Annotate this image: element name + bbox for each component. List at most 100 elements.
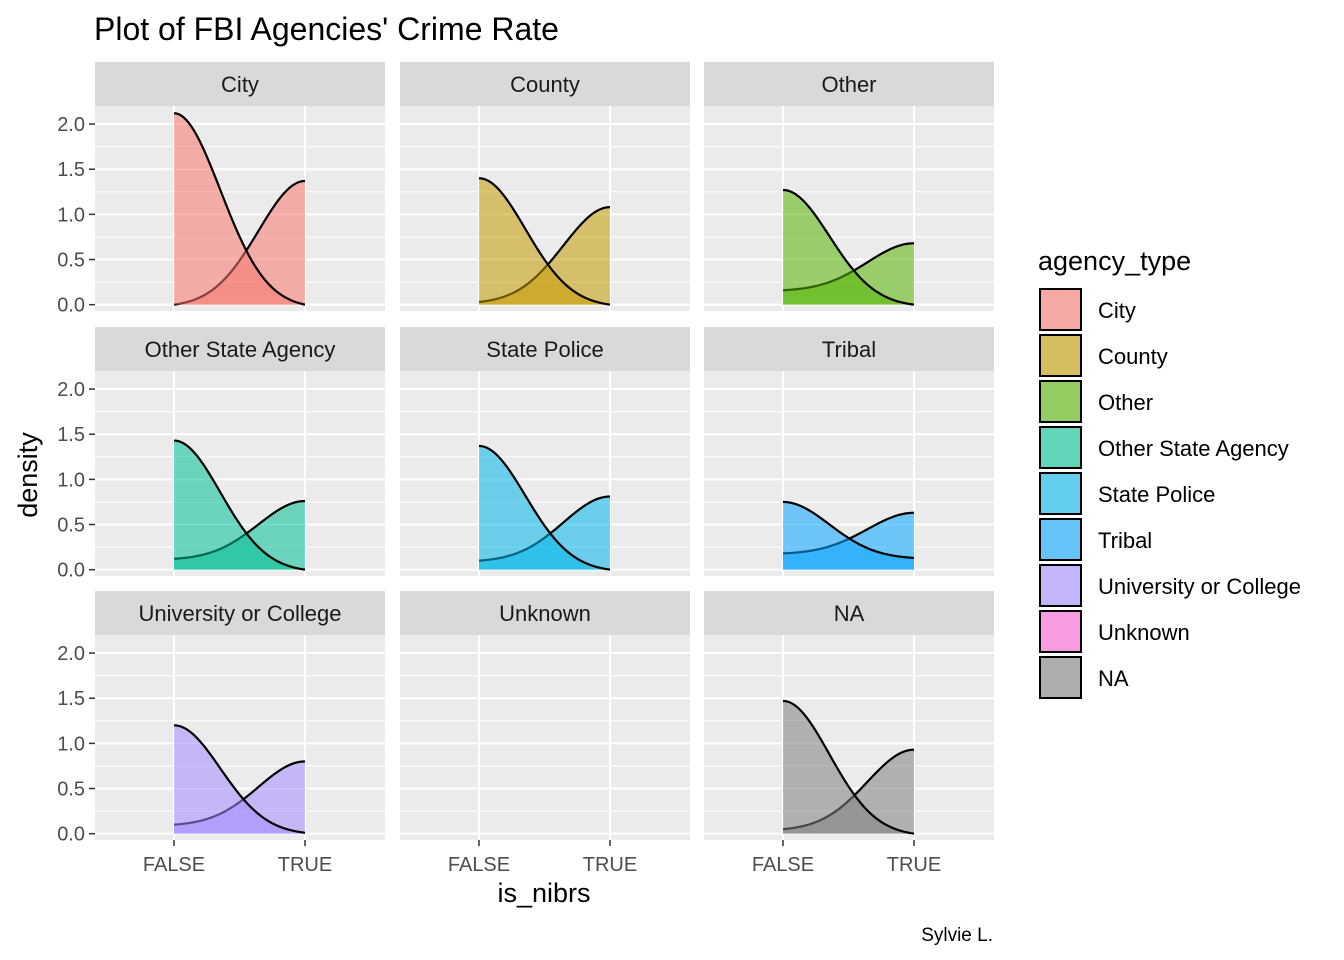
facet-strip-label: Unknown (499, 601, 591, 626)
facet-county: County (400, 62, 690, 311)
facet-unknown: Unknown FALSE TRUE (400, 591, 690, 876)
density-area-true (174, 180, 305, 305)
legend-item-other: Other (1039, 380, 1153, 423)
legend-swatch (1039, 334, 1082, 377)
facet-na: NA FALSE TRUE (704, 591, 994, 876)
facet-strip-label: Other State Agency (145, 337, 336, 362)
legend-label: Other State Agency (1098, 436, 1289, 461)
density-area-false (479, 178, 610, 305)
legend-item-county: County (1039, 334, 1168, 377)
legend-swatch (1039, 426, 1082, 469)
facet-strip-label: NA (834, 601, 865, 626)
density-area-false (783, 189, 914, 305)
facet-city: City 0.0 0.5 1.0 1.5 2.0 (57, 62, 385, 317)
facet-strip (400, 591, 690, 635)
facet-strip-label: University or College (139, 601, 342, 626)
facet-strip (95, 327, 385, 371)
y-tick-label: 1.0 (57, 204, 85, 226)
facet-strip-label: County (510, 72, 580, 97)
legend-swatch (1039, 380, 1082, 423)
facet-strip-label: State Police (486, 337, 603, 362)
facet-strip (95, 591, 385, 635)
facet-strip (95, 62, 385, 106)
facet-state-police: State Police (400, 327, 690, 576)
density-line-false (173, 724, 306, 834)
density-area-false (174, 725, 305, 834)
y-tick-label: 1.5 (57, 159, 85, 181)
density-area-true (479, 207, 610, 305)
y-tick-label: 0.0 (57, 295, 85, 317)
x-axis-title: is_nibrs (497, 878, 590, 908)
legend-title: agency_type (1038, 246, 1191, 276)
legend-items: City County Other Other State Agency State P… (1039, 288, 1301, 699)
facet-strip-label: Tribal (822, 337, 876, 362)
facet-tribal: Tribal (704, 327, 994, 576)
x-tick-label: FALSE (448, 854, 510, 876)
facet-strip-label: City (221, 72, 259, 97)
legend-label: State Police (1098, 482, 1215, 507)
facet-strip-label: Other (821, 72, 876, 97)
legend-label: Tribal (1098, 528, 1152, 553)
legend-label: University or College (1098, 574, 1301, 599)
facet-strip (704, 591, 994, 635)
legend-swatch (1039, 472, 1082, 515)
facet-panels: City 0.0 0.5 1.0 1.5 2.0 County Other Other Stat… (57, 62, 994, 876)
density-line-false (782, 500, 915, 560)
legend-item-tribal: Tribal (1039, 518, 1152, 561)
y-tick-label: 0.5 (57, 779, 85, 801)
density-area-true (174, 761, 305, 834)
legend-label: City (1098, 298, 1136, 323)
y-tick-label: 1.0 (57, 469, 85, 491)
density-line-false (782, 699, 915, 835)
legend: agency_type City County Other Other State A… (1038, 246, 1301, 699)
density-area-false (174, 113, 305, 305)
legend-swatch (1039, 610, 1082, 653)
legend-label: Unknown (1098, 620, 1190, 645)
y-axis-title: density (13, 432, 43, 518)
y-tick-label: 2.0 (57, 643, 85, 665)
legend-label: NA (1098, 666, 1129, 691)
panel-background (400, 635, 690, 840)
legend-swatch (1039, 518, 1082, 561)
y-tick-label: 2.0 (57, 114, 85, 136)
density-line-false (173, 112, 306, 306)
y-tick-label: 0.5 (57, 250, 85, 272)
legend-item-city: City (1039, 288, 1136, 331)
density-line-false (173, 439, 306, 571)
y-tick-label: 2.0 (57, 379, 85, 401)
density-line-false (782, 188, 915, 306)
density-area-true (174, 501, 305, 570)
legend-swatch (1039, 656, 1082, 699)
x-tick-label: TRUE (583, 854, 637, 876)
legend-label: County (1098, 344, 1168, 369)
y-tick-label: 0.5 (57, 515, 85, 537)
density-area-false (783, 700, 914, 834)
y-tick-label: 0.0 (57, 560, 85, 582)
y-tick-label: 1.5 (57, 688, 85, 710)
x-tick-label: TRUE (887, 854, 941, 876)
facet-other: Other (704, 62, 994, 311)
y-tick-label: 1.0 (57, 733, 85, 755)
chart-title: Plot of FBI Agencies' Crime Rate (94, 11, 559, 47)
density-area-false (174, 440, 305, 570)
facet-strip (704, 327, 994, 371)
legend-swatch (1039, 288, 1082, 331)
facet-other-state-agency: Other State Agency 0.0 0.5 1.0 1.5 2.0 (57, 327, 385, 582)
legend-item-other-state-agency: Other State Agency (1039, 426, 1289, 469)
caption: Sylvie L. (921, 925, 993, 946)
legend-item-state-police: State Police (1039, 472, 1215, 515)
x-tick-label: TRUE (278, 854, 332, 876)
facet-strip (400, 62, 690, 106)
legend-item-unknown: Unknown (1039, 610, 1190, 653)
legend-label: Other (1098, 390, 1153, 415)
density-line-false (478, 177, 611, 306)
density-area-false (479, 445, 610, 570)
density-area-false (783, 501, 914, 570)
legend-swatch (1039, 564, 1082, 607)
density-area-true (783, 749, 914, 834)
density-area-true (479, 496, 610, 570)
facet-strip (400, 327, 690, 371)
legend-item-university-or-college: University or College (1039, 564, 1301, 607)
y-tick-label: 1.5 (57, 424, 85, 446)
